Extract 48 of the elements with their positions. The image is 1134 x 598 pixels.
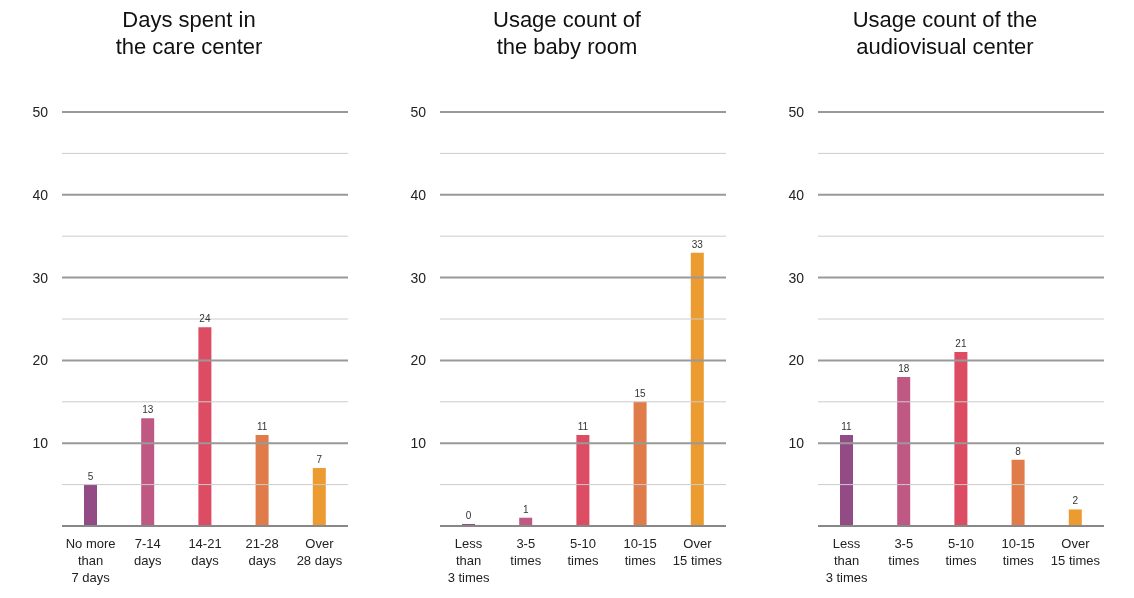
- x-tick-label: 3-5 times: [888, 536, 920, 568]
- x-tick-label: Less than 3 times: [825, 536, 869, 585]
- y-tick-label: 10: [788, 435, 805, 452]
- data-label: 18: [898, 362, 910, 374]
- x-tick-label: 14-21 days: [188, 536, 222, 568]
- chart-title: Usage count of the baby room: [492, 6, 642, 61]
- y-tick-label: 30: [410, 269, 427, 286]
- y-tick-label: 50: [410, 103, 427, 120]
- x-tick-label: 21-28 days: [245, 536, 279, 568]
- data-label: 11: [577, 420, 589, 432]
- y-tick-label: 20: [410, 352, 427, 369]
- y-tick-label: 40: [32, 186, 49, 203]
- data-label: 11: [256, 420, 268, 432]
- chart-title: Days spent in the care center: [114, 6, 264, 61]
- y-tick-label: 20: [32, 352, 49, 369]
- x-tick-label: 5-10 times: [945, 536, 978, 568]
- y-tick-label: 50: [32, 103, 49, 120]
- y-tick-label: 40: [788, 186, 805, 203]
- y-tick-label: 40: [410, 186, 427, 203]
- data-label: 11: [841, 420, 853, 432]
- y-tick-label: 10: [32, 435, 49, 452]
- data-label: 21: [955, 338, 967, 350]
- data-label: 24: [199, 313, 211, 325]
- data-label: 5: [87, 470, 94, 482]
- data-label: 7: [316, 454, 323, 466]
- x-tick-label: Over 15 times: [1050, 536, 1101, 568]
- x-tick-label: Over 28 days: [296, 536, 343, 568]
- data-label: 33: [691, 238, 704, 250]
- y-tick-label: 20: [788, 352, 805, 369]
- y-tick-label: 50: [788, 103, 805, 120]
- x-tick-label: 7-14 days: [134, 536, 163, 568]
- data-label: 2: [1072, 495, 1079, 507]
- x-tick-label: Over 15 times: [672, 536, 723, 568]
- x-tick-label: 10-15 times: [623, 536, 657, 568]
- data-label: 8: [1015, 445, 1022, 457]
- x-tick-label: 10-15 times: [1001, 536, 1035, 568]
- chart-title: Usage count of the audiovisual center: [851, 6, 1039, 61]
- data-label: 0: [465, 510, 472, 521]
- x-tick-label: Less than 3 times: [447, 536, 491, 585]
- x-tick-label: 5-10 times: [567, 536, 600, 568]
- y-tick-label: 30: [32, 269, 49, 286]
- x-tick-label: No more than 7 days: [65, 536, 116, 585]
- y-tick-label: 30: [788, 269, 805, 286]
- data-label: 15: [634, 387, 647, 399]
- data-label: 13: [142, 404, 154, 416]
- y-tick-label: 10: [410, 435, 427, 452]
- x-tick-label: 3-5 times: [510, 536, 542, 568]
- data-label: 1: [522, 503, 529, 515]
